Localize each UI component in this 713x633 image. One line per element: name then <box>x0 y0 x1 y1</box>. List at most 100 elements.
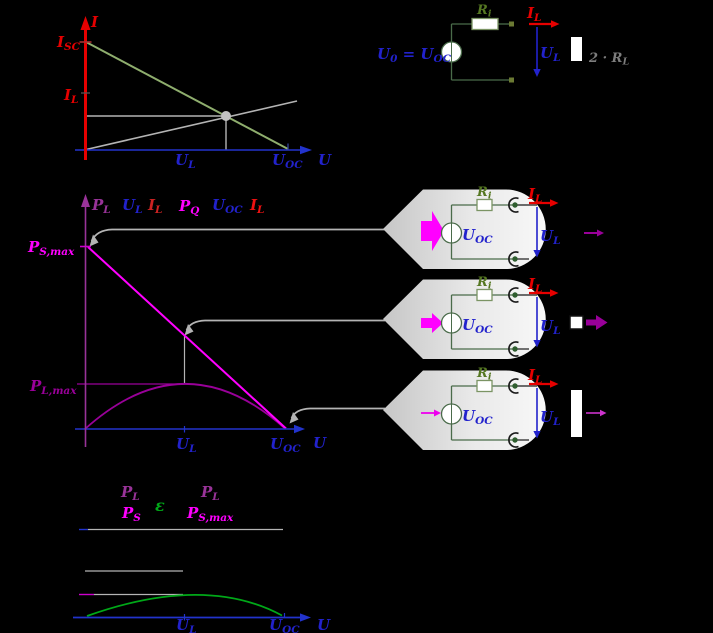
load-bar-icon <box>571 37 582 61</box>
terminal-bottom-icon <box>512 256 518 262</box>
pl-max-label: PL,max <box>29 377 77 397</box>
terminal-arc-top-icon <box>508 378 519 394</box>
il-label: IL <box>527 185 542 205</box>
blob-shape <box>383 279 546 359</box>
terminal-bottom-icon <box>512 437 518 443</box>
circuit-blob-1: Ri UOC IL UL <box>383 185 560 269</box>
legend-pq-label: PQ <box>178 197 199 217</box>
terminal-bottom-icon <box>509 77 514 83</box>
epsilon-label: ε <box>155 496 165 515</box>
callout-arrows <box>89 228 385 424</box>
il-label: IL <box>526 4 541 24</box>
ul-arrowhead <box>533 431 541 439</box>
i-axis-label: I <box>90 13 99 31</box>
circuit-blob-2: Ri UOC IL UL <box>383 275 560 359</box>
thevenin-circuit: U0 = UOC Ri IL UL 2 · RL <box>377 3 629 83</box>
blob-shape <box>383 189 546 269</box>
uoc-label: UOC <box>462 407 493 427</box>
uoc-label: UOC <box>462 226 493 246</box>
callout-arrowhead-2 <box>184 324 194 336</box>
output-power-arrowhead-1 <box>597 229 604 237</box>
uoc-label: UOC <box>272 151 303 171</box>
i-axis-arrowhead <box>80 16 91 30</box>
ri-label: Ri <box>476 185 492 202</box>
blob-shape <box>383 370 546 450</box>
iv-source-line <box>85 41 289 150</box>
callout-arrow-2 <box>185 319 385 331</box>
resistor-ri-icon <box>476 379 493 393</box>
efficiency-curve <box>86 594 283 617</box>
power-flow-arrow-large <box>421 211 444 251</box>
terminal-arc-top-icon <box>508 287 519 303</box>
efficiency-chart: PL PS ε PL PS,max UL UOC U <box>73 483 331 633</box>
il-arrowhead <box>550 289 559 297</box>
frac2-denominator: PS,max <box>186 504 234 524</box>
ri-label: Ri <box>476 3 492 20</box>
terminal-arc-bottom-icon <box>508 432 519 448</box>
terminal-top-icon <box>512 383 518 389</box>
ul-arrowhead <box>533 340 541 348</box>
ul-label: UL <box>175 151 195 171</box>
frac2-numerator: PL <box>200 483 220 503</box>
p-axis-arrowhead <box>81 194 90 207</box>
ri-label: Ri <box>476 366 492 383</box>
frac1-numerator: PL <box>120 483 140 503</box>
il-label: IL <box>527 275 542 295</box>
source-voltage-label: U0 = UOC <box>377 45 452 65</box>
terminal-top-icon <box>512 292 518 298</box>
u-axis-arrowhead <box>294 424 305 434</box>
uoc-label: UOC <box>269 616 300 633</box>
il-label: IL <box>63 86 78 106</box>
resistor-ri-icon <box>476 288 493 302</box>
output-power-arrow-3-head <box>600 409 607 417</box>
isc-label: ISC <box>56 33 81 53</box>
iv-chart: I ISC IL UL UOC U <box>56 13 332 171</box>
blob-circuit-drawing: Ri UOC IL UL <box>440 366 560 448</box>
load-value-label: 2 · RL <box>588 51 629 68</box>
ul-arrowhead <box>533 69 541 77</box>
ri-label: Ri <box>476 275 492 292</box>
callout-arrowhead-1 <box>89 234 99 247</box>
ul-label: UL <box>540 408 560 428</box>
power-flow-arrow-medium <box>421 313 443 333</box>
legend-il-label: IL <box>147 196 162 216</box>
output-power-arrow-2 <box>586 315 608 330</box>
blob-circuit-drawing: Ri UOC IL UL <box>440 185 560 267</box>
uoc-label: UOC <box>270 435 301 455</box>
iv-load-line <box>83 100 298 151</box>
legend-ul-label: UL <box>122 196 142 216</box>
pl-parabola <box>84 382 286 430</box>
u-axis-label: U <box>317 616 331 633</box>
terminal-top-icon <box>509 21 514 27</box>
blob-circuit-drawing: Ri UOC IL UL <box>440 275 560 357</box>
uoc-label: UOC <box>462 316 493 336</box>
callout-arrowhead-3 <box>289 412 299 424</box>
p-axis-label: PL <box>91 196 111 216</box>
il-arrowhead <box>550 380 559 388</box>
large-load-icon <box>571 390 582 437</box>
terminal-arc-bottom-icon <box>508 341 519 357</box>
ps-max-label: PS,max <box>27 238 75 258</box>
pq-line <box>87 246 287 430</box>
callout-arrow-3 <box>290 407 385 419</box>
terminal-arc-top-icon <box>508 197 519 213</box>
legend-uoc-label: UOC <box>212 196 243 216</box>
power-chart: PL UL IL PQ UOC IL PS,max PL,max UL UOC … <box>27 194 327 455</box>
u-axis-label: U <box>313 434 327 452</box>
ul-label: UL <box>540 317 560 337</box>
u-axis-label: U <box>318 151 332 169</box>
il-label: IL <box>527 366 542 386</box>
ul-label: UL <box>540 44 560 64</box>
ul-arrowhead <box>533 250 541 258</box>
power-flow-arrow-small-head <box>434 409 441 417</box>
terminal-arc-bottom-icon <box>508 251 519 267</box>
operating-point-dot <box>221 111 231 121</box>
terminal-top-icon <box>512 202 518 208</box>
frac1-denominator: PS <box>121 504 141 524</box>
ul-label: UL <box>540 227 560 247</box>
ul-label: UL <box>176 435 196 455</box>
u-axis-arrowhead <box>300 145 312 155</box>
resistor-ri-icon <box>476 198 493 212</box>
